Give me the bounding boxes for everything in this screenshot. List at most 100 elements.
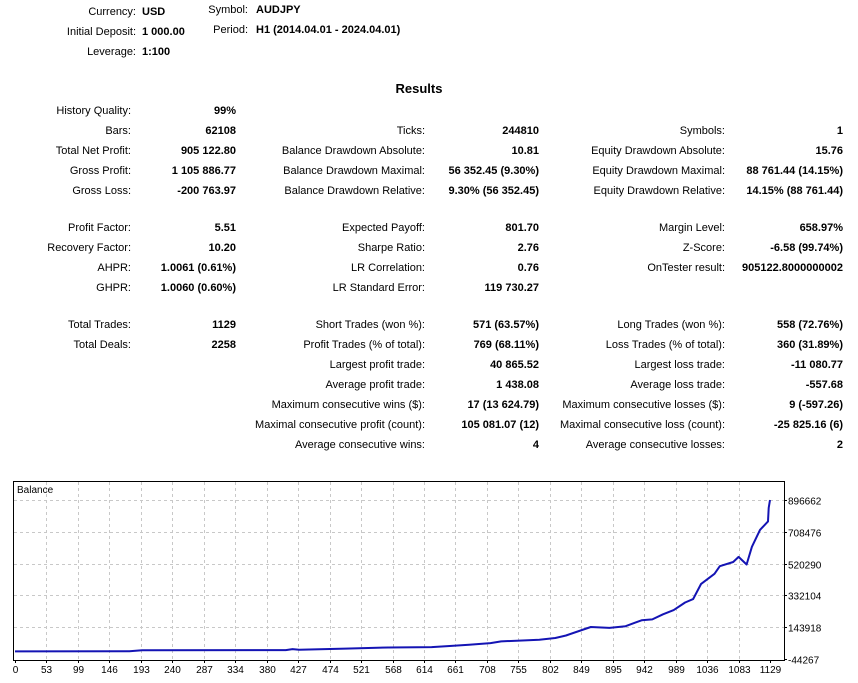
stat-label: Loss Trades (% of total): — [605, 339, 725, 351]
stat-label: Equity Drawdown Maximal: — [592, 165, 725, 177]
stat-value: 769 (68.11%) — [473, 339, 539, 351]
x-tick-label: 0 — [13, 665, 19, 676]
stats-row: Maximum consecutive wins ($): 17 (13 624.… — [0, 395, 843, 415]
stat-value: 2.76 — [517, 242, 539, 254]
plot-area — [13, 481, 785, 661]
leverage-value: 1:100 — [142, 46, 171, 58]
x-tick-label: 193 — [133, 665, 150, 676]
x-tick-label: 53 — [41, 665, 53, 676]
stats-row: Total Net Profit: 905 122.80 Balance Drawd… — [0, 141, 843, 161]
stat-value: 2 — [836, 439, 843, 451]
stat-value: -25 825.16 (6) — [773, 419, 843, 431]
stat-value: 10.20 — [208, 242, 236, 254]
stats-row: AHPR: 1.0061 (0.61%) LR Correlation: 0.76 On… — [0, 258, 843, 278]
balance-line — [14, 499, 771, 653]
stat-value: 1.0060 (0.60%) — [160, 282, 236, 294]
stat-value: 1.0061 (0.61%) — [160, 262, 236, 274]
stat-label: Profit Trades (% of total): — [303, 339, 425, 351]
y-tick-label: 708476 — [788, 529, 822, 540]
y-tick-label: 520290 — [788, 561, 822, 572]
stat-value: 14.15% (88 761.44) — [746, 185, 843, 197]
stats-row: Gross Profit: 1 105 886.77 Balance Drawdow… — [0, 161, 843, 181]
stat-label: LR Standard Error: — [332, 282, 425, 294]
stat-label: Maximum consecutive losses ($): — [562, 399, 725, 411]
stat-value: 15.76 — [815, 145, 843, 157]
stat-value: 905122.8000000002 — [742, 262, 843, 274]
x-tick-label: 614 — [416, 665, 433, 676]
stat-label: Expected Payoff: — [342, 222, 425, 234]
stat-value — [731, 278, 843, 298]
stat-label: Profit Factor: — [68, 222, 131, 234]
stats-row: Average profit trade: 1 438.08 Average los… — [0, 375, 843, 395]
x-tick-label: 427 — [290, 665, 307, 676]
stats-row: Bars: 62108 Ticks: 244810 Symbols: 1 — [0, 121, 843, 141]
stat-value: 99% — [213, 105, 236, 117]
stats-row: Maximal consecutive profit (count): 105 0… — [0, 415, 843, 435]
stat-label: Average loss trade: — [630, 379, 725, 391]
stat-value: 1 — [836, 125, 843, 137]
x-tick-label: 1083 — [728, 665, 751, 676]
x-tick-label: 942 — [636, 665, 653, 676]
stats-row: Largest profit trade: 40 865.52 Largest lo… — [0, 355, 843, 375]
stats-row: Total Deals: 2258 Profit Trades (% of tota… — [0, 335, 843, 355]
stat-label: Recovery Factor: — [47, 242, 131, 254]
stat-value — [137, 375, 236, 395]
stat-value — [137, 355, 236, 375]
results-table: History Quality: 99% Bars: 62108 Ticks: 24481… — [0, 101, 843, 455]
stat-label: Total Trades: — [68, 319, 131, 331]
period-label: Period: — [213, 24, 248, 36]
stat-label: LR Correlation: — [351, 262, 425, 274]
symbol-value: AUDJPY — [256, 4, 301, 16]
stat-label: Equity Drawdown Relative: — [593, 185, 725, 197]
stat-label: Equity Drawdown Absolute: — [591, 145, 725, 157]
y-tick-label: 332104 — [788, 592, 822, 603]
stat-label — [0, 355, 137, 375]
stat-value: 360 (31.89%) — [776, 339, 843, 351]
row-spacer — [0, 201, 843, 218]
stat-value: 40 865.52 — [490, 359, 539, 371]
symbol-label: Symbol: — [208, 4, 248, 16]
x-tick-label: 240 — [164, 665, 181, 676]
stats-row: History Quality: 99% — [0, 101, 843, 121]
stat-value: 4 — [532, 439, 539, 451]
stat-label: Average profit trade: — [325, 379, 425, 391]
stat-label: Balance Drawdown Relative: — [284, 185, 425, 197]
stat-label: Average consecutive losses: — [585, 439, 725, 451]
balance-chart: 0 53 99 146 193 240 287 334 380 427 474 521 568 614 66… — [13, 481, 822, 676]
stat-label: GHPR: — [96, 282, 131, 294]
stat-value: 801.70 — [505, 222, 539, 234]
x-tick-label: 849 — [573, 665, 590, 676]
period-value: H1 (2014.04.01 - 2024.04.01) — [256, 24, 401, 36]
stat-value: 5.51 — [214, 222, 236, 234]
stats-row: GHPR: 1.0060 (0.60%) LR Standard Error: 119… — [0, 278, 843, 298]
stat-label: Z-Score: — [682, 242, 725, 254]
stat-label: Maximal consecutive loss (count): — [559, 419, 725, 431]
stat-value: -11 080.77 — [791, 359, 843, 371]
x-tick-label: 708 — [479, 665, 496, 676]
x-tick-label: 802 — [542, 665, 559, 676]
stat-label: Margin Level: — [658, 222, 725, 234]
stat-value: 105 081.07 (12) — [461, 419, 539, 431]
stat-value: 9.30% (56 352.45) — [448, 185, 539, 197]
x-tick-label: 474 — [322, 665, 339, 676]
initial-deposit-label: Initial Deposit: — [66, 26, 136, 38]
x-tick-label: 287 — [196, 665, 213, 676]
stats-row: Recovery Factor: 10.20 Sharpe Ratio: 2.76 Z-… — [0, 238, 843, 258]
x-tick-label: 1036 — [696, 665, 719, 676]
stat-label — [0, 395, 137, 415]
stat-label — [0, 375, 137, 395]
stat-label — [236, 101, 431, 121]
stat-label: Symbols: — [679, 125, 725, 137]
stat-value: 10.81 — [511, 145, 539, 157]
stat-label: Balance Drawdown Maximal: — [283, 165, 425, 177]
row-spacer — [0, 298, 843, 315]
stat-label: Sharpe Ratio: — [357, 242, 425, 254]
stat-label — [0, 415, 137, 435]
x-tick-label: 895 — [605, 665, 622, 676]
stats-row: Gross Loss: -200 763.97 Balance Drawdown R… — [0, 181, 843, 201]
x-tick-label: 755 — [510, 665, 527, 676]
x-tick-label: 99 — [73, 665, 85, 676]
stat-value: 1129 — [212, 319, 236, 331]
stat-value — [137, 395, 236, 415]
stat-label — [539, 101, 731, 121]
